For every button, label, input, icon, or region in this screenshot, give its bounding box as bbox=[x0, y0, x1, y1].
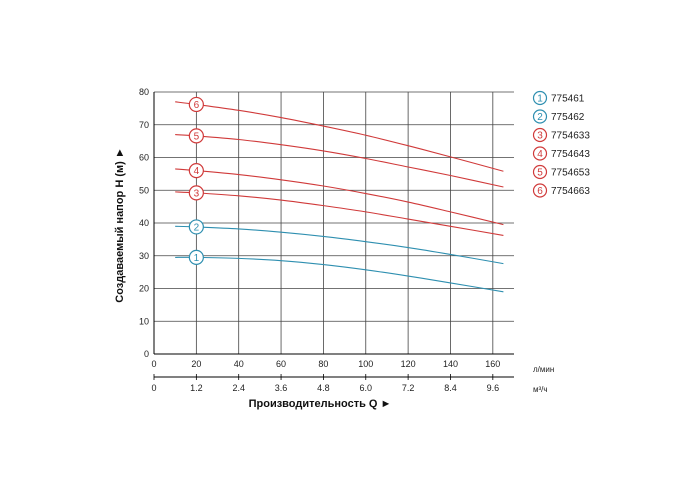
legend-entry-label: 775462 bbox=[551, 112, 585, 123]
legend-entry-label: 7754663 bbox=[551, 186, 590, 197]
series-marker-label: 1 bbox=[194, 253, 200, 264]
legend-marker-3 bbox=[532, 127, 548, 143]
legend-marker-1 bbox=[532, 90, 548, 106]
legend-marker-label: 5 bbox=[537, 168, 543, 179]
x2-tick-label: 0 bbox=[151, 383, 156, 393]
legend: 1 775461 2 775462 3 7754633 4 7754643 5 7754653 6 7… bbox=[532, 90, 590, 198]
x2-axis-unit-m3h: м³/ч bbox=[533, 385, 548, 394]
y-tick-label: 30 bbox=[139, 251, 149, 261]
series-marker-4 bbox=[188, 163, 204, 179]
series-line-7754643 bbox=[175, 168, 504, 226]
series-line-7754653 bbox=[175, 134, 504, 188]
x2-tick-label: 8.4 bbox=[444, 383, 457, 393]
x2-tick-label: 1.2 bbox=[190, 383, 203, 393]
y-axis-title: Создаваемый напор H (м) ► bbox=[114, 147, 126, 302]
legend-marker-label: 2 bbox=[537, 112, 543, 123]
x-tick-label: 100 bbox=[358, 359, 373, 369]
x-tick-label: 140 bbox=[443, 359, 458, 369]
x-tick-label: 80 bbox=[318, 359, 328, 369]
y-tick-label: 50 bbox=[139, 185, 149, 195]
x-tick-label: 40 bbox=[234, 359, 244, 369]
legend-entry-label: 7754633 bbox=[551, 131, 590, 142]
x-axis-title: Производительность Q ► bbox=[249, 398, 392, 410]
x2-tick-label: 6.0 bbox=[360, 383, 373, 393]
legend-marker-5 bbox=[532, 164, 548, 180]
x-tick-label: 160 bbox=[485, 359, 500, 369]
series-line-7754663 bbox=[175, 101, 504, 172]
y-tick-label: 20 bbox=[139, 284, 149, 294]
series-marker-label: 6 bbox=[194, 100, 200, 111]
x-tick-label: 0 bbox=[151, 359, 156, 369]
grid-lines bbox=[154, 91, 514, 354]
legend-marker-4 bbox=[532, 146, 548, 161]
legend-entry-label: 7754653 bbox=[551, 168, 590, 179]
y-tick-label: 80 bbox=[139, 87, 149, 97]
legend-marker-6 bbox=[532, 183, 548, 198]
x2-tick-label: 3.6 bbox=[275, 383, 288, 393]
legend-entry-label: 775461 bbox=[551, 94, 585, 105]
series-marker-6 bbox=[188, 96, 204, 113]
y-tick-label: 0 bbox=[144, 349, 149, 359]
y-tick-label: 10 bbox=[139, 316, 149, 326]
series-marker-3 bbox=[188, 185, 204, 201]
series-marker-label: 4 bbox=[194, 166, 200, 177]
x2-tick-label: 4.8 bbox=[317, 383, 330, 393]
legend-marker-2 bbox=[532, 109, 548, 124]
series-marker-label: 3 bbox=[194, 188, 200, 199]
y-tick-label: 70 bbox=[139, 120, 149, 130]
x2-tick-label: 7.2 bbox=[402, 383, 415, 393]
y-tick-label: 40 bbox=[139, 218, 149, 228]
x-tick-label: 60 bbox=[276, 359, 286, 369]
tick-labels: 0 10 20 30 40 50 60 70 80 0 20 40 60 80 100 120 140 160 0 1… bbox=[139, 87, 500, 393]
series-markers: 1 2 3 4 5 6 bbox=[188, 96, 204, 265]
series-marker-5 bbox=[188, 128, 204, 144]
series-marker-2 bbox=[188, 219, 204, 235]
legend-marker-label: 1 bbox=[537, 94, 543, 105]
legend-marker-label: 4 bbox=[537, 149, 543, 160]
legend-entry-label: 7754643 bbox=[551, 149, 590, 160]
series-marker-label: 2 bbox=[194, 222, 200, 233]
x-axis-unit-lmin: л/мин bbox=[533, 365, 554, 374]
series-line-7754633 bbox=[175, 191, 504, 236]
legend-marker-label: 6 bbox=[537, 186, 543, 197]
series-marker-label: 5 bbox=[194, 131, 200, 142]
series-marker-1 bbox=[188, 249, 204, 265]
x2-tick-label: 9.6 bbox=[487, 383, 500, 393]
x2-tick-label: 2.4 bbox=[232, 383, 245, 393]
y-tick-label: 60 bbox=[139, 153, 149, 163]
legend-marker-label: 3 bbox=[537, 131, 543, 142]
x-tick-label: 120 bbox=[401, 359, 416, 369]
series-lines bbox=[175, 101, 504, 293]
axes bbox=[153, 92, 514, 380]
series-line-775462 bbox=[175, 225, 504, 265]
x-tick-label: 20 bbox=[191, 359, 201, 369]
series-line-775461 bbox=[175, 256, 504, 293]
